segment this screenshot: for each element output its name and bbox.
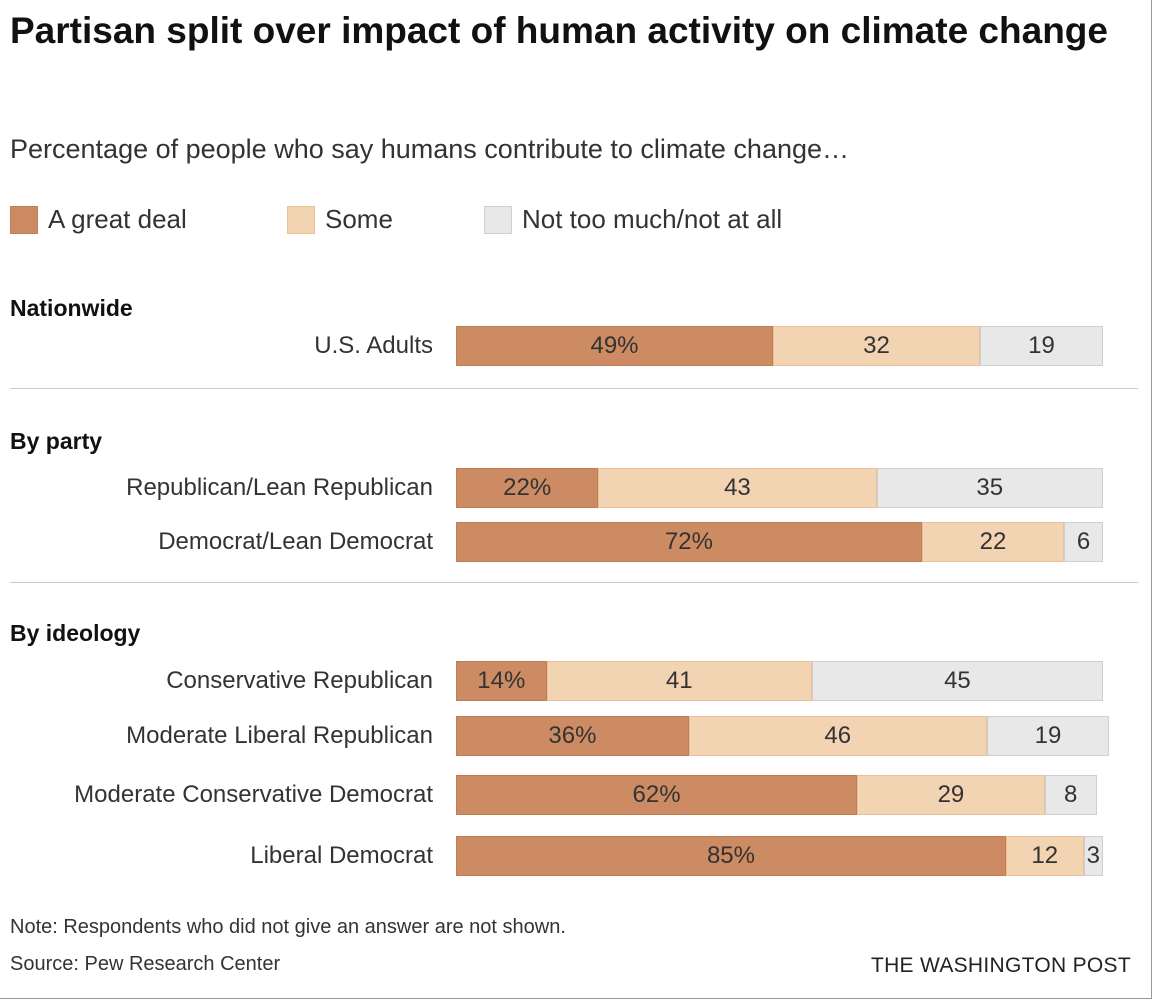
bar-segment-some: 12 — [1005, 836, 1084, 876]
data-label: 3 — [1086, 842, 1100, 869]
data-label: 46 — [824, 722, 852, 749]
legend-label: Some — [325, 204, 393, 234]
data-label: 32 — [863, 332, 890, 359]
bar-segment-great-deal: 36% — [456, 716, 689, 756]
legend-label: A great deal — [48, 204, 187, 234]
bar-segment-great-deal: 72% — [456, 522, 922, 562]
brand-logo: THE WASHINGTON POST — [870, 954, 1131, 977]
bar-segment-not-much: 19 — [986, 716, 1110, 756]
data-label: 62% — [632, 781, 681, 808]
data-label: 19 — [1034, 722, 1062, 749]
data-label: 22 — [979, 528, 1007, 555]
legend-swatch — [287, 205, 315, 234]
data-label: 8 — [1063, 781, 1078, 808]
section-divider — [10, 388, 1138, 389]
row-label: Liberal Democrat — [250, 842, 433, 869]
bar-segment-some: 32 — [773, 326, 981, 366]
bar-segment-some: 29 — [857, 775, 1045, 815]
bar-segment-not-much: 19 — [980, 326, 1103, 366]
data-label: 49% — [590, 332, 639, 359]
section-title: By ideology — [10, 620, 141, 646]
note: Note: Respondents who did not give an an… — [10, 916, 566, 938]
chart-title: Partisan split over impact of human acti… — [10, 10, 1108, 51]
bar-segment-some: 41 — [546, 661, 812, 701]
row-label: Republican/Lean Republican — [126, 474, 433, 501]
section-divider — [10, 582, 1138, 583]
data-label: 19 — [1028, 332, 1055, 359]
legend-item-not-much: Not too much/not at all — [484, 204, 782, 235]
data-label: 35 — [976, 474, 1004, 501]
data-label: 6 — [1076, 528, 1091, 555]
bar-segment-great-deal: 85% — [456, 836, 1006, 876]
legend-item-some: Some — [287, 204, 393, 235]
legend-item-great-deal: A great deal — [10, 204, 187, 235]
row-label: U.S. Adults — [314, 332, 433, 359]
bar-segment-not-much: 45 — [811, 661, 1103, 701]
bar-segment-not-much: 8 — [1044, 775, 1097, 815]
data-label: 36% — [548, 722, 597, 749]
bar-segment-great-deal: 62% — [456, 775, 858, 815]
data-label: 43 — [724, 474, 751, 501]
data-label: 85% — [706, 842, 755, 869]
data-label: 22% — [503, 474, 552, 501]
data-label: 12 — [1031, 842, 1059, 869]
bar-segment-not-much: 3 — [1083, 836, 1103, 876]
bar-segment-not-much: 6 — [1064, 522, 1103, 562]
bar-segment-some: 22 — [921, 522, 1065, 562]
bar-segment-great-deal: 49% — [456, 326, 774, 366]
section-title: By party — [10, 428, 103, 454]
data-label: 72% — [664, 528, 713, 555]
data-label: 45 — [944, 667, 971, 694]
bar-segment-some: 46 — [688, 716, 987, 756]
row-label: Moderate Conservative Democrat — [74, 781, 433, 808]
bar-segment-some: 43 — [598, 468, 877, 508]
legend-swatch — [484, 205, 512, 234]
data-label: 29 — [937, 781, 965, 808]
section-title: Nationwide — [10, 295, 133, 321]
data-label: 41 — [665, 667, 693, 694]
data-label: 14% — [477, 667, 526, 694]
row-label: Moderate Liberal Republican — [126, 722, 433, 749]
bar-segment-great-deal: 14% — [456, 661, 547, 701]
legend-swatch — [10, 205, 38, 234]
source: Source: Pew Research Center — [10, 953, 281, 975]
row-label: Conservative Republican — [166, 667, 433, 694]
legend-label: Not too much/not at all — [522, 204, 783, 234]
bar-segment-not-much: 35 — [876, 468, 1103, 508]
bar-segment-great-deal: 22% — [456, 468, 599, 508]
row-label: Democrat/Lean Democrat — [158, 528, 433, 555]
chart-subtitle: Percentage of people who say humans cont… — [10, 134, 850, 164]
